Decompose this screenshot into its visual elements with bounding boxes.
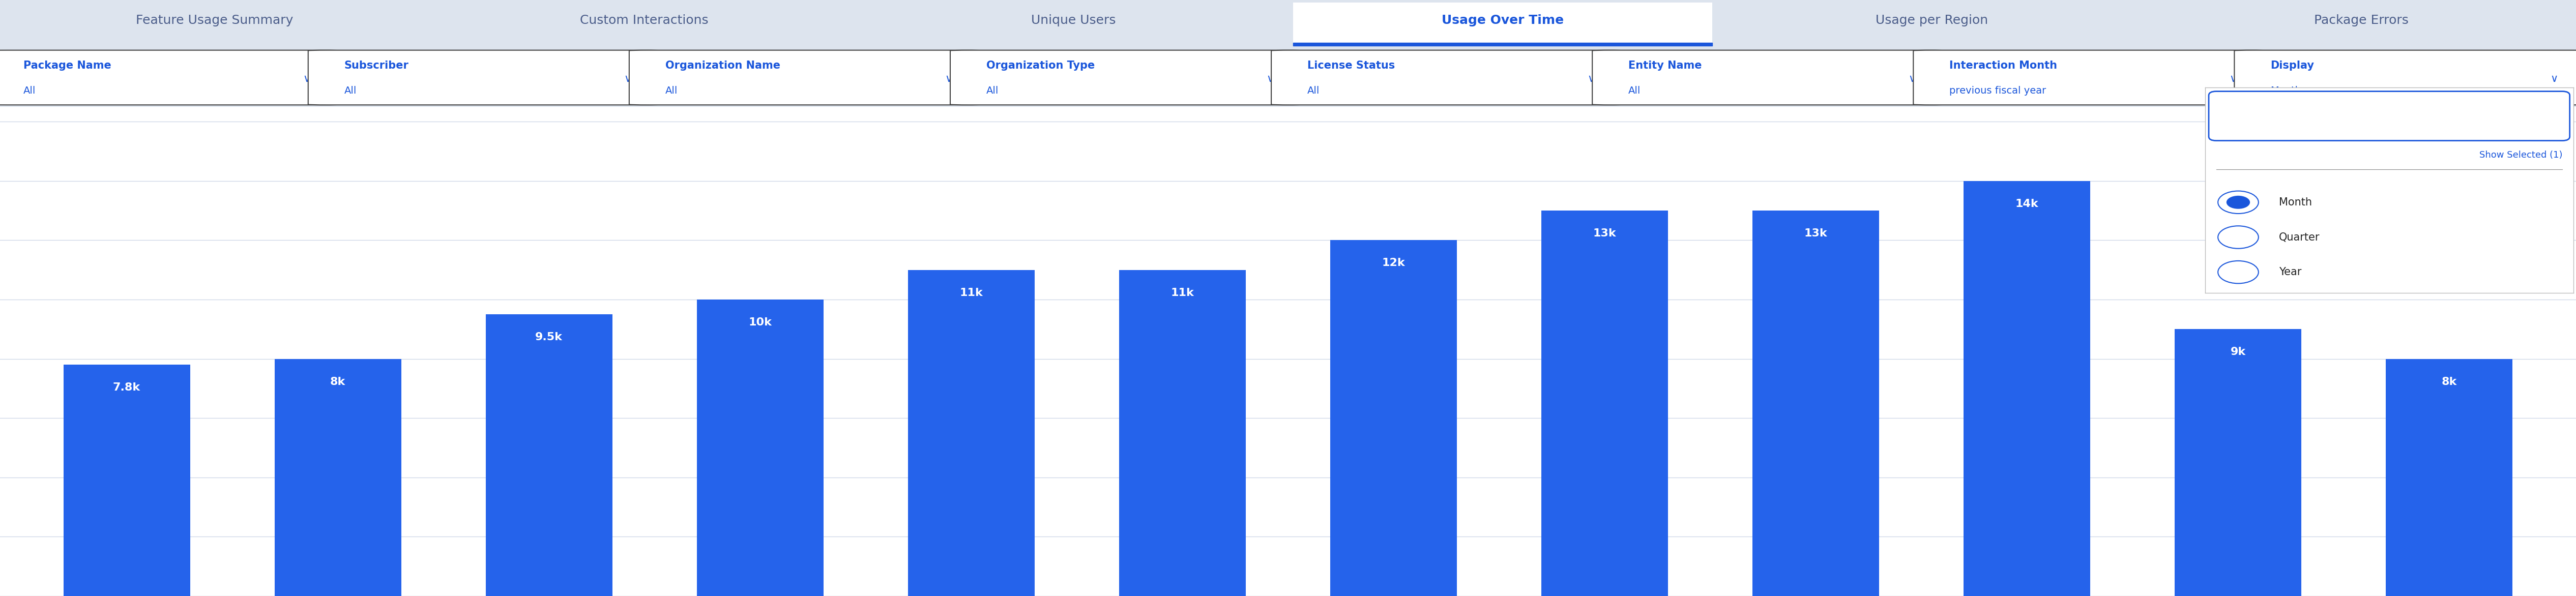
Text: Usage per Region: Usage per Region xyxy=(1875,14,1989,26)
Text: All: All xyxy=(987,86,999,96)
Bar xyxy=(64,365,191,596)
Bar xyxy=(1540,210,1669,596)
FancyBboxPatch shape xyxy=(1914,50,2267,105)
FancyBboxPatch shape xyxy=(1592,50,1947,105)
FancyBboxPatch shape xyxy=(0,50,343,105)
Text: ∨: ∨ xyxy=(1265,73,1273,83)
Text: 11k: 11k xyxy=(961,288,984,298)
Text: Display: Display xyxy=(2269,61,2313,71)
Text: Usage Over Time: Usage Over Time xyxy=(1443,14,1564,26)
Text: ∨: ∨ xyxy=(1587,73,1595,83)
Text: 8k: 8k xyxy=(330,377,345,387)
Text: All: All xyxy=(23,86,36,96)
Text: 10k: 10k xyxy=(750,317,773,327)
FancyBboxPatch shape xyxy=(951,50,1303,105)
Text: 7.8k: 7.8k xyxy=(113,383,142,393)
Text: Package Errors: Package Errors xyxy=(2313,14,2409,26)
FancyBboxPatch shape xyxy=(309,50,662,105)
Text: All: All xyxy=(345,86,355,96)
Bar xyxy=(1963,181,2089,596)
Text: 9k: 9k xyxy=(2231,347,2246,357)
Text: previous fiscal year: previous fiscal year xyxy=(1950,86,2045,96)
Text: Subscriber: Subscriber xyxy=(345,61,410,71)
Bar xyxy=(276,359,402,596)
Text: Month: Month xyxy=(2269,86,2300,96)
Text: 9.5k: 9.5k xyxy=(536,332,562,342)
Text: Custom Interactions: Custom Interactions xyxy=(580,14,708,26)
Text: Package Name: Package Name xyxy=(23,61,111,71)
FancyBboxPatch shape xyxy=(629,50,984,105)
FancyBboxPatch shape xyxy=(2233,50,2576,105)
Text: 14k: 14k xyxy=(2014,198,2038,209)
Bar xyxy=(1293,42,1713,46)
Bar xyxy=(487,314,613,596)
Text: 13k: 13k xyxy=(1803,228,1826,238)
FancyBboxPatch shape xyxy=(1270,50,1625,105)
Text: License Status: License Status xyxy=(1306,61,1396,71)
Text: ∨: ∨ xyxy=(304,73,312,83)
Text: All: All xyxy=(1306,86,1319,96)
Text: Feature Usage Summary: Feature Usage Summary xyxy=(137,14,294,26)
Text: 11k: 11k xyxy=(1170,288,1195,298)
Text: All: All xyxy=(665,86,677,96)
Bar xyxy=(1329,240,1458,596)
Text: 12k: 12k xyxy=(1381,258,1404,268)
Text: Entity Name: Entity Name xyxy=(1628,61,1703,71)
Text: ∨: ∨ xyxy=(945,73,953,83)
Bar xyxy=(2385,359,2512,596)
Text: 13k: 13k xyxy=(1592,228,1615,238)
Text: ∨: ∨ xyxy=(2228,73,2236,83)
Text: Organization Type: Organization Type xyxy=(987,61,1095,71)
Bar xyxy=(1118,270,1247,596)
Bar xyxy=(696,300,824,596)
Text: ∨: ∨ xyxy=(623,73,631,83)
FancyBboxPatch shape xyxy=(1293,2,1713,46)
Text: ∨: ∨ xyxy=(2550,73,2558,83)
Bar xyxy=(907,270,1036,596)
Bar xyxy=(1752,210,1880,596)
Text: All: All xyxy=(1628,86,1641,96)
Text: Organization Name: Organization Name xyxy=(665,61,781,71)
Text: Unique Users: Unique Users xyxy=(1030,14,1115,26)
Text: 8k: 8k xyxy=(2442,377,2458,387)
Bar xyxy=(2174,329,2300,596)
Text: Interaction Month: Interaction Month xyxy=(1950,61,2058,71)
Text: ∨: ∨ xyxy=(1909,73,1917,83)
